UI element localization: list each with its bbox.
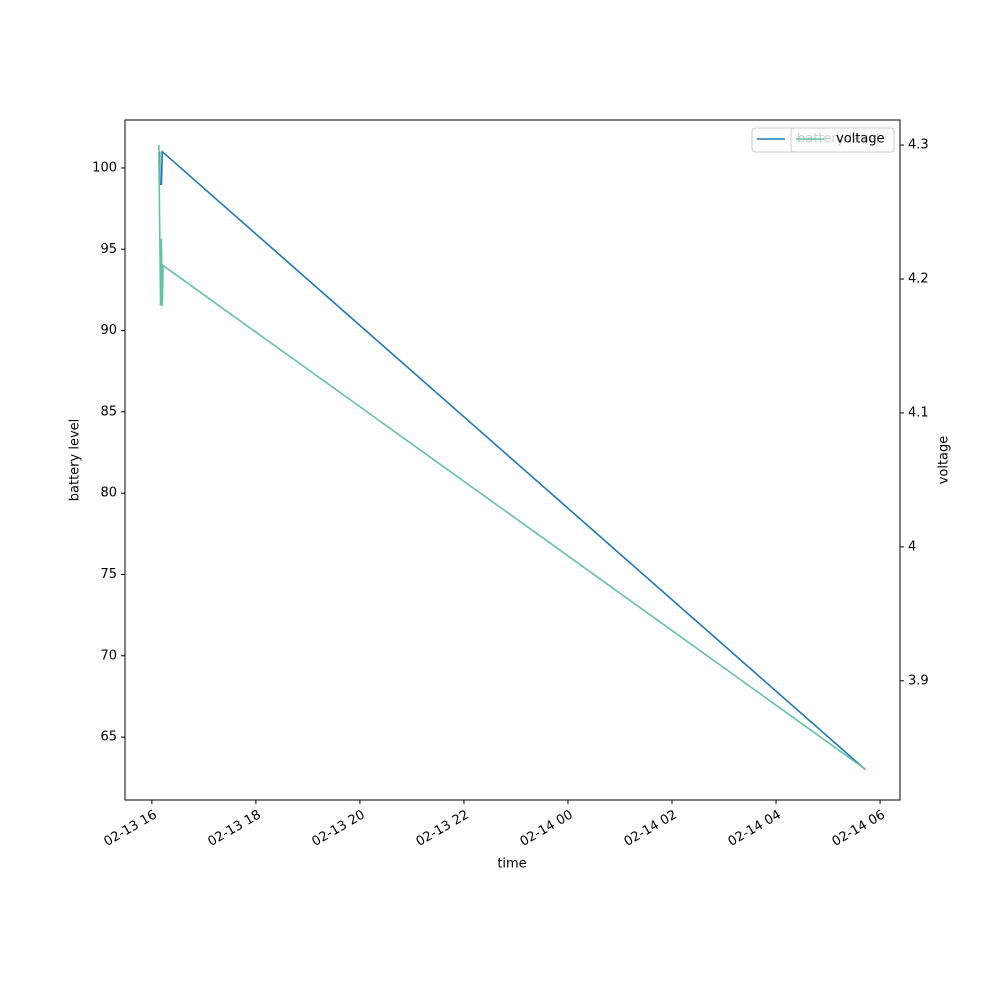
y-axis-label: battery level — [68, 419, 83, 502]
x-axis-label: time — [497, 857, 526, 872]
y-tick-label: 75 — [100, 567, 117, 582]
y2-tick-label: 4.3 — [908, 138, 929, 153]
legend-box — [790, 127, 895, 153]
y2-tick-label: 3.9 — [908, 673, 929, 688]
y2-tick-label: 4.1 — [908, 405, 929, 420]
y2-axis-label: voltage — [937, 436, 952, 485]
data-line — [158, 145, 866, 770]
legend-label: voltage — [836, 132, 885, 147]
y-tick-label: 100 — [92, 160, 117, 175]
y-tick-label: 70 — [100, 648, 117, 663]
y-tick-label: 90 — [100, 323, 117, 338]
y-tick-label: 65 — [100, 730, 117, 745]
y-tick-label: 80 — [100, 486, 117, 501]
y2-tick-label: 4 — [908, 539, 916, 554]
y-tick-label: 95 — [100, 242, 117, 257]
y2-tick-label: 4.2 — [908, 271, 929, 286]
plot-frame — [124, 119, 901, 801]
y-tick-label: 85 — [100, 404, 117, 419]
